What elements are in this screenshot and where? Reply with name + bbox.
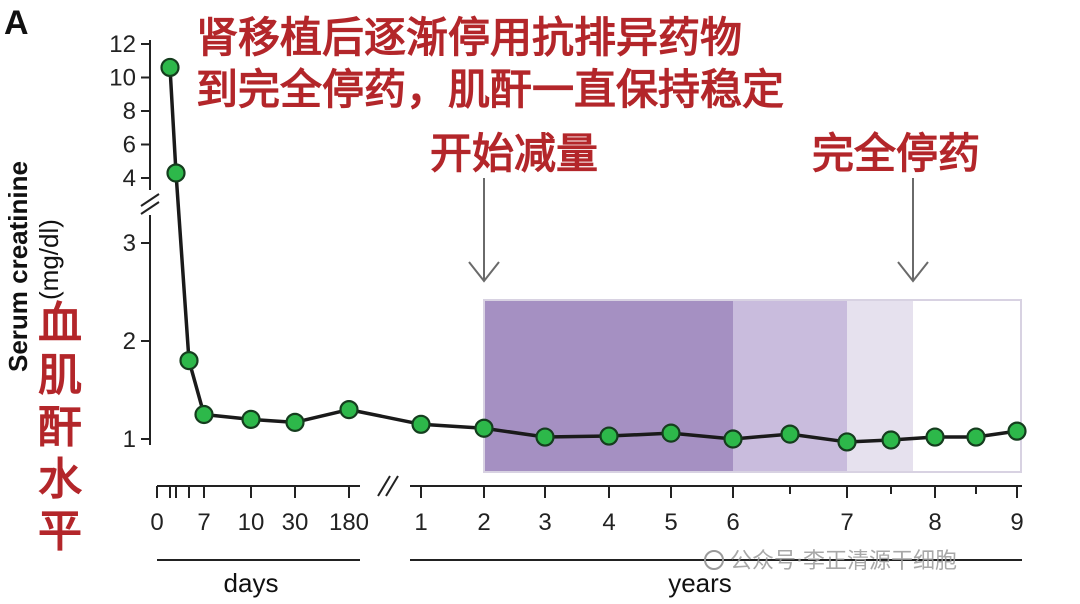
- annotation-arrows: [468, 178, 929, 283]
- data-point-7: [411, 414, 431, 434]
- creatinine-series: [160, 57, 1027, 452]
- x-tick-label-year-4: 4: [602, 509, 615, 536]
- y-tick-label-10: 10: [109, 65, 136, 92]
- x-tick-label-day-180: 180: [329, 509, 369, 536]
- data-point-0: [160, 57, 180, 78]
- data-point-4: [241, 409, 261, 429]
- data-point-15: [881, 430, 901, 450]
- vertical-label-char-3: 水: [38, 454, 83, 505]
- y-tick-label-2: 2: [123, 328, 136, 355]
- y-axis-title: Serum creatinine: [3, 161, 33, 372]
- data-point-6: [339, 400, 359, 420]
- data-point-1: [166, 163, 186, 183]
- y-break-mark-2: [140, 201, 160, 215]
- data-point-12: [723, 429, 743, 449]
- x-tick-label-year-3: 3: [538, 509, 551, 536]
- vertical-label-char-0: 血: [38, 298, 82, 349]
- data-point-14: [837, 432, 857, 452]
- panel-letter: A: [4, 4, 29, 42]
- vertical-label-char-1: 肌: [38, 350, 82, 401]
- data-point-16: [925, 427, 945, 447]
- period-band-1: [733, 300, 847, 472]
- data-point-3: [194, 404, 214, 425]
- x-segment-label-days: days: [224, 568, 279, 598]
- x-tick-label-year-1: 1: [414, 509, 427, 536]
- x-segment-label-years: years: [668, 568, 732, 598]
- y-tick-label-1: 1: [123, 426, 136, 453]
- vertical-label-char-2: 酐: [38, 402, 82, 453]
- arrow-head-0: [468, 261, 500, 283]
- watermark-icon: [704, 550, 724, 570]
- x-tick-label-year-9: 9: [1010, 509, 1023, 536]
- data-point-18: [1007, 421, 1027, 441]
- y-tick-label-6: 6: [123, 132, 136, 159]
- x-tick-label-day-0: 0: [150, 509, 163, 536]
- full-stop-label: 完全停药: [812, 129, 980, 178]
- period-band-3: [913, 300, 1017, 472]
- x-break-mark-2: [385, 475, 399, 497]
- treatment-period-bands: [483, 299, 1022, 473]
- start-taper-label: 开始减量: [430, 129, 598, 178]
- x-tick-label-year-6: 6: [726, 509, 739, 536]
- period-band-0: [484, 300, 733, 472]
- data-point-8: [474, 418, 494, 438]
- x-tick-label-day-30: 30: [282, 509, 309, 536]
- period-band-2: [847, 300, 913, 472]
- data-point-9: [535, 427, 555, 447]
- arrow-head-1: [897, 261, 929, 283]
- y-tick-label-4: 4: [123, 165, 136, 192]
- watermark-text: 公众号·李正清源干细胞: [730, 549, 957, 574]
- x-tick-label-day-10: 10: [238, 509, 265, 536]
- vertical-label-char-4: 平: [38, 506, 82, 557]
- x-tick-label-day-7: 7: [197, 509, 210, 536]
- y-axis-unit: (mg/dl): [34, 219, 64, 300]
- x-tick-label-year-2: 2: [477, 509, 490, 536]
- headline-line2: 到完全停药，肌酐一直保持稳定: [196, 65, 784, 114]
- data-point-11: [661, 423, 681, 443]
- x-break-mark-1: [377, 475, 391, 497]
- data-point-17: [966, 427, 986, 447]
- data-point-13: [780, 424, 800, 444]
- y-tick-label-12: 12: [109, 31, 136, 58]
- data-point-2: [179, 351, 199, 371]
- x-tick-label-year-7: 7: [840, 509, 853, 536]
- data-point-10: [599, 426, 619, 446]
- y-break-mark-1: [140, 193, 160, 207]
- headline-line1: 肾移植后逐渐停用抗排异药物: [196, 13, 742, 62]
- x-tick-label-year-8: 8: [928, 509, 941, 536]
- y-tick-label-3: 3: [123, 230, 136, 257]
- band-frame: [483, 299, 1022, 473]
- data-point-5: [285, 412, 305, 432]
- x-tick-label-year-5: 5: [664, 509, 677, 536]
- y-tick-label-8: 8: [123, 98, 136, 125]
